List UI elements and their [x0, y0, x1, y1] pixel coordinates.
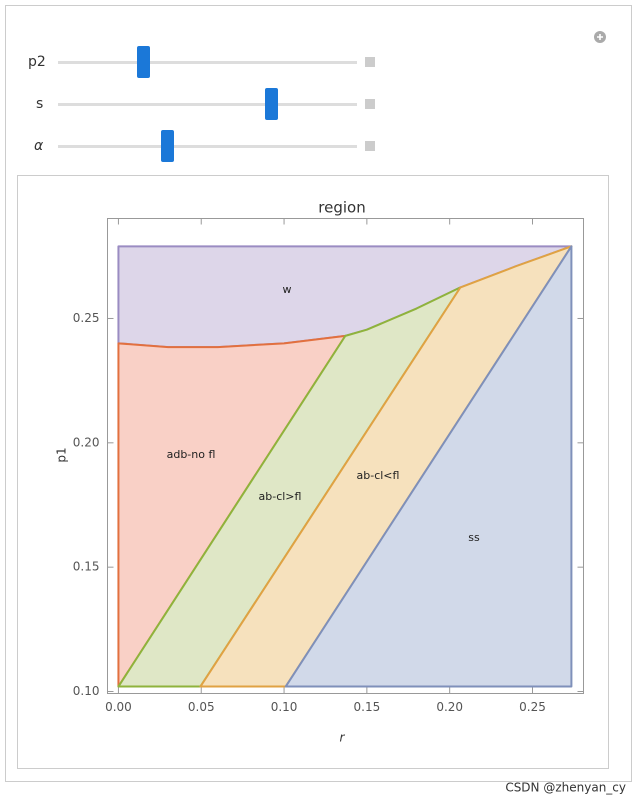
slider-track[interactable]	[58, 145, 357, 148]
slider-label: p2	[28, 54, 46, 70]
plot-frame	[107, 218, 584, 694]
x-tick-label: 0.05	[188, 700, 215, 714]
y-axis-label: p1	[55, 447, 69, 462]
slider-label: α	[34, 138, 44, 154]
region	[284, 245, 573, 688]
y-tick-label: 0.15	[73, 560, 100, 574]
slider-track[interactable]	[58, 103, 357, 106]
expand-button[interactable]	[365, 99, 375, 109]
region-label: w	[283, 283, 292, 296]
plot	[117, 245, 573, 688]
region-label: adb-no fl	[167, 448, 216, 461]
x-tick-label: 0.15	[354, 700, 381, 714]
x-tick-label: 0.00	[105, 700, 132, 714]
y-tick-label: 0.10	[73, 684, 100, 698]
region-label: ss	[468, 531, 480, 544]
x-tick-label: 0.10	[271, 700, 298, 714]
y-tick-label: 0.20	[73, 435, 100, 449]
slider-track[interactable]	[58, 61, 357, 64]
y-tick-label: 0.25	[73, 311, 100, 325]
slider-thumb[interactable]	[137, 46, 150, 78]
x-tick-label: 0.20	[436, 700, 463, 714]
expand-button[interactable]	[365, 141, 375, 151]
expand-button[interactable]	[365, 57, 375, 67]
slider-thumb[interactable]	[161, 130, 174, 162]
add-button[interactable]	[594, 31, 606, 43]
region-label: ab-cl<fl	[357, 469, 400, 482]
slider-label: s	[36, 96, 43, 112]
watermark: CSDN @zhenyan_cy	[505, 781, 626, 795]
chart-title: region	[318, 199, 365, 217]
region	[199, 245, 573, 688]
slider-thumb[interactable]	[265, 88, 278, 120]
x-tick-label: 0.25	[519, 700, 546, 714]
region-label: ab-cl>fl	[259, 490, 302, 503]
x-axis-label: r	[340, 731, 346, 745]
